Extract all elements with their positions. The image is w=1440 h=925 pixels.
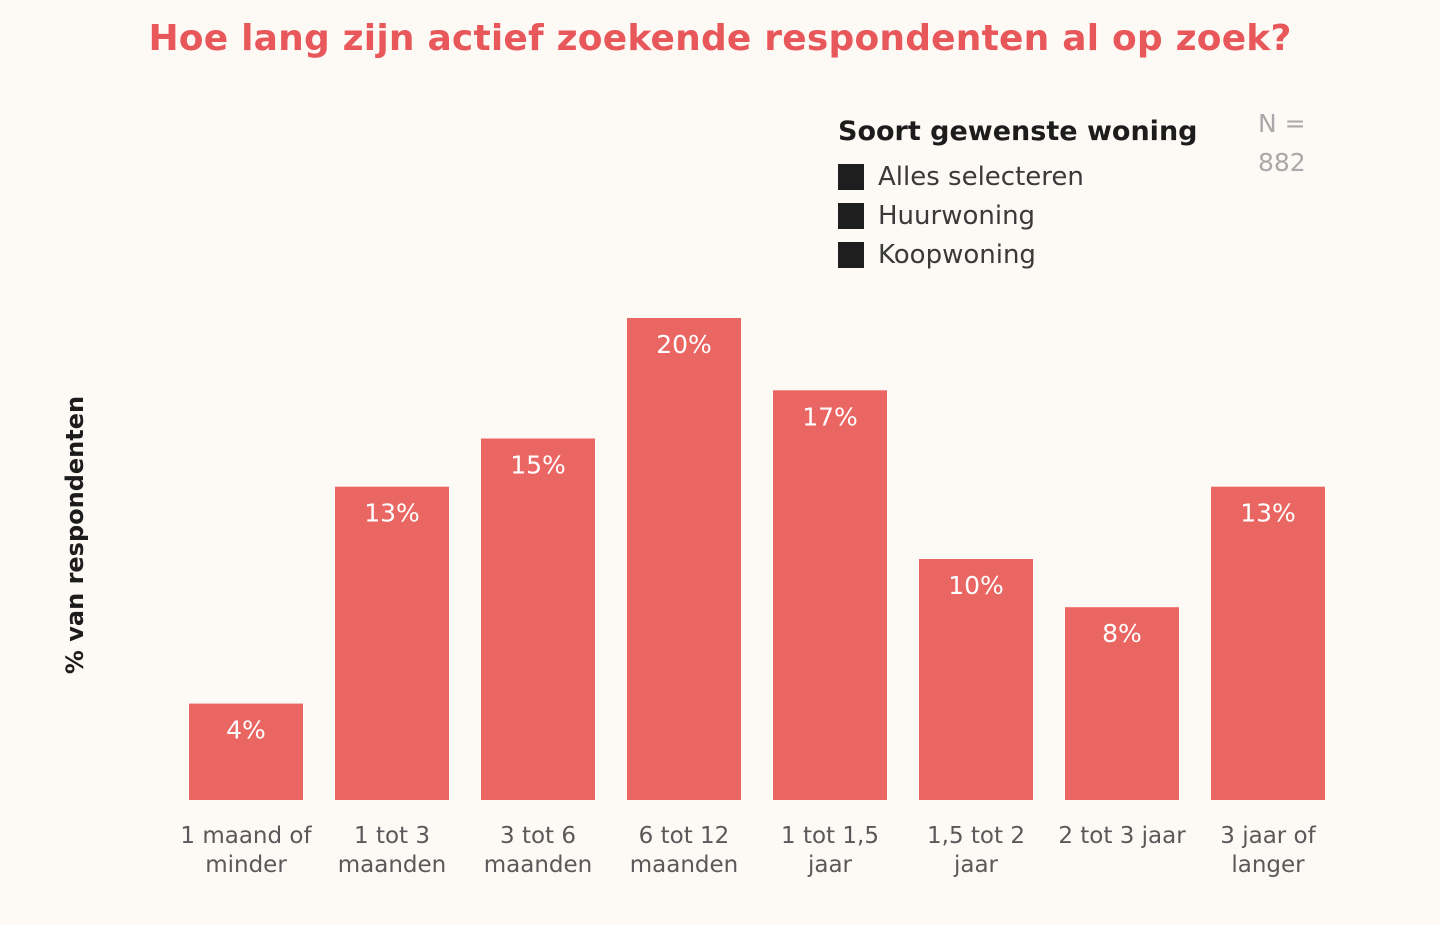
legend-item-huurwoning[interactable]: Huurwoning <box>838 196 1198 235</box>
x-tick-label: jaar <box>953 852 999 878</box>
bar-1[interactable] <box>335 486 449 800</box>
legend-label: Huurwoning <box>878 200 1036 231</box>
bar-value-label: 10% <box>948 571 1004 600</box>
x-tick-label: jaar <box>807 852 853 878</box>
bar-3[interactable] <box>627 318 741 800</box>
x-tick-label: maanden <box>630 852 739 878</box>
legend-item-alles-selecteren[interactable]: Alles selecteren <box>838 157 1198 196</box>
bar-value-label: 17% <box>802 402 858 431</box>
x-tick-label: 1 tot 1,5 <box>781 823 879 849</box>
legend-label: Koopwoning <box>878 239 1036 270</box>
legend-item-koopwoning[interactable]: Koopwoning <box>838 235 1198 274</box>
legend-label: Alles selecteren <box>878 161 1084 192</box>
bar-0[interactable] <box>189 703 303 800</box>
chart-title: Hoe lang zijn actief zoekende respondent… <box>148 18 1292 59</box>
x-tick-label: maanden <box>338 852 447 878</box>
legend-swatch-icon <box>838 241 864 268</box>
x-tick-label: 1 tot 3 <box>354 823 430 849</box>
bar-5[interactable] <box>919 559 1033 800</box>
x-tick-label: minder <box>205 852 287 878</box>
bar-value-label: 8% <box>1102 619 1142 648</box>
legend-title: Soort gewenste woning <box>838 116 1198 147</box>
legend: Soort gewenste woning Alles selecteren H… <box>838 116 1198 274</box>
bar-value-label: 13% <box>364 499 420 528</box>
bar-4[interactable] <box>773 390 887 800</box>
x-tick-label: langer <box>1231 852 1305 878</box>
bar-value-label: 4% <box>226 716 266 745</box>
bar-6[interactable] <box>1065 607 1179 800</box>
x-tick-label: maanden <box>484 852 593 878</box>
legend-swatch-icon <box>838 202 864 229</box>
sample-size-value: 882 <box>1258 148 1306 177</box>
bar-2[interactable] <box>481 438 595 801</box>
x-tick-label: 1,5 tot 2 <box>927 823 1025 849</box>
x-tick-label: 6 tot 12 <box>639 823 730 849</box>
bar-value-label: 15% <box>510 451 566 480</box>
x-tick-label: 3 jaar of <box>1220 823 1316 849</box>
bar-value-label: 13% <box>1240 499 1296 528</box>
bar-7[interactable] <box>1211 486 1325 800</box>
legend-swatch-icon <box>838 163 864 190</box>
bar-value-label: 20% <box>656 330 712 359</box>
sample-size-note: N = 882 <box>1258 104 1306 182</box>
x-tick-label: 3 tot 6 <box>500 823 576 849</box>
x-tick-label: 1 maand of <box>180 823 312 849</box>
sample-size-label: N = <box>1258 109 1306 138</box>
x-tick-label: 2 tot 3 jaar <box>1058 823 1186 849</box>
